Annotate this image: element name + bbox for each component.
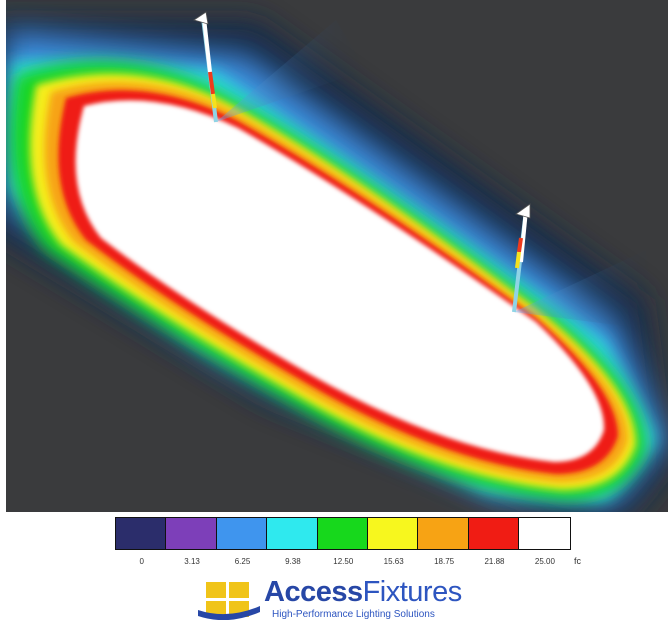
pole-2-light-cone: [514, 250, 656, 330]
pole-1-light-cone: [216, 20, 366, 122]
legend-swatch: [116, 518, 167, 549]
legend-tick-label: 9.38: [285, 557, 301, 566]
light-pole-1: [193, 11, 218, 123]
legend-tick-label: 15.63: [383, 557, 404, 566]
legend-tick-label: 18.75: [434, 557, 455, 566]
bright-core: [75, 100, 605, 463]
legend-color-scale: [115, 517, 571, 550]
legend-tick-label: 12.50: [333, 557, 354, 566]
legend-tick-label: 3.13: [184, 557, 200, 566]
light-pole-2: [512, 203, 531, 313]
logo-wordmark: AccessFixtures: [264, 576, 462, 608]
legend-swatch: [418, 518, 469, 549]
logo-tagline: High-Performance Lighting Solutions: [272, 609, 435, 620]
illuminance-legend: 0 3.13 6.25 9.38 12.50 15.63 18.75 21.88 25.00 f…: [115, 517, 581, 575]
access-fixtures-logo: AccessFixtures High-Performance Lighting…: [198, 576, 498, 624]
legend-swatch: [216, 518, 268, 549]
logo-mark-icon: [198, 582, 260, 620]
legend-tick-label: 21.88: [484, 557, 505, 566]
legend-swatch: [166, 518, 217, 549]
logo-name-bold: Access: [264, 576, 363, 608]
illuminance-heatmap: [6, 0, 668, 512]
legend-swatch: [519, 518, 570, 549]
legend-swatch: [468, 518, 520, 549]
legend-unit: fc: [574, 556, 582, 566]
legend-swatch: [317, 518, 368, 549]
legend-tick-label: 0: [139, 557, 144, 566]
legend-tick-label: 6.25: [234, 557, 251, 566]
legend-swatch: [367, 518, 419, 549]
legend-tick-label: 25.00: [534, 557, 555, 566]
logo-name-light: Fixtures: [362, 576, 463, 608]
legend-swatch: [267, 518, 318, 549]
